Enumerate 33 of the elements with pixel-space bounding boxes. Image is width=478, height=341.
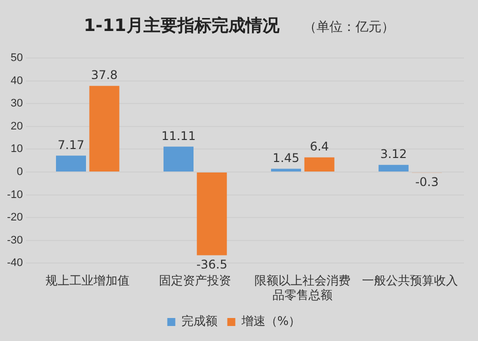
data-label: 3.12 [380,147,407,162]
data-label: -0.3 [415,174,439,189]
y-tick-label: 10 [10,143,23,156]
y-tick-label: -10 [6,188,23,201]
y-tick-label: -30 [6,234,23,246]
y-tick-label: -40 [6,257,23,270]
y-tick-label: 50 [10,52,23,64]
data-label: 11.11 [161,128,196,143]
data-label: 1.45 [272,150,300,165]
x-tick-label: 限额以上社会消费品零售总额 [254,274,351,302]
data-label: 6.4 [310,140,329,154]
bar [304,157,334,172]
legend-label: 增速（%） [240,314,301,328]
data-label: 37.8 [90,68,118,82]
data-label: -36.5 [196,257,228,272]
x-tick-label: 规上工业增加值 [46,274,130,288]
chart-title: 1-11月主要指标完成情况 [84,16,280,36]
legend-label: 完成额 [181,314,218,328]
y-tick-label: 30 [10,98,23,110]
data-label: 7.17 [58,138,84,152]
x-tick-label: 固定资产投资 [159,274,232,288]
bar [56,156,86,172]
y-tick-label: 0 [16,166,23,178]
y-tick-label: 20 [10,120,23,132]
bar [164,146,194,172]
bar [89,86,120,172]
bar [271,168,302,172]
bar [196,172,227,256]
bar [378,164,409,172]
y-tick-label: 40 [10,74,23,87]
x-tick-label: 一般公共预算收入 [362,274,458,288]
y-tick-label: -20 [6,212,23,224]
chart-subtitle: （单位：亿元） [303,20,394,35]
